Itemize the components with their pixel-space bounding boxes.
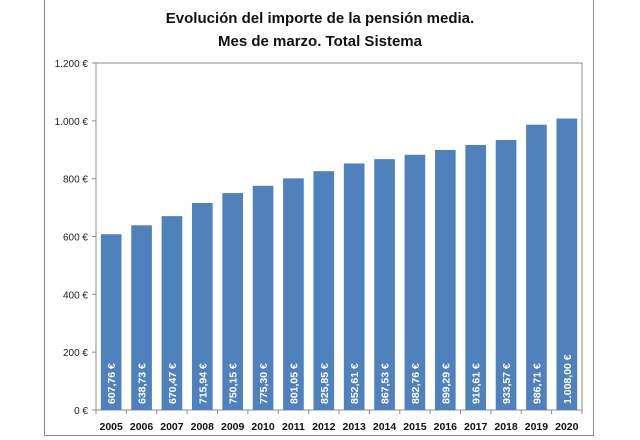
data-label: 882,76 € bbox=[410, 363, 422, 404]
bar-2010 bbox=[252, 185, 274, 410]
bar-2020 bbox=[556, 118, 578, 411]
data-label: 867,53 € bbox=[380, 363, 392, 404]
y-tick-label: 200 € bbox=[63, 348, 88, 359]
x-tick-label: 2008 bbox=[191, 421, 215, 433]
bar-2011 bbox=[283, 178, 304, 410]
data-label: 933,57 € bbox=[501, 363, 513, 404]
x-tick-label: 2020 bbox=[555, 421, 579, 433]
y-tick-label: 800 € bbox=[63, 175, 88, 186]
data-label: 715,94 € bbox=[197, 363, 209, 404]
x-tick-label: 2016 bbox=[434, 421, 458, 433]
bar-2012 bbox=[313, 171, 335, 410]
bar-2019 bbox=[526, 124, 547, 410]
x-tick-label: 2009 bbox=[221, 421, 245, 433]
x-tick-label: 2017 bbox=[464, 421, 488, 433]
bar-2016 bbox=[434, 149, 456, 410]
bar-2017 bbox=[465, 144, 487, 410]
x-tick-label: 2019 bbox=[525, 421, 549, 433]
data-label: 638,73 € bbox=[137, 363, 149, 404]
x-tick-label: 2005 bbox=[100, 421, 124, 433]
bar-2015 bbox=[404, 154, 426, 410]
data-label: 670,47 € bbox=[167, 363, 179, 404]
x-tick-label: 2011 bbox=[282, 421, 305, 433]
chart-title-line-1: Evolución del importe de la pensión medi… bbox=[165, 10, 475, 27]
bar-2009 bbox=[222, 193, 244, 410]
y-tick-label: 600 € bbox=[63, 233, 88, 244]
bar-2006 bbox=[131, 225, 152, 410]
data-label: 825,85 € bbox=[319, 363, 331, 404]
x-tick-label: 2018 bbox=[494, 421, 518, 433]
x-tick-label: 2013 bbox=[343, 421, 367, 433]
x-tick-label: 2007 bbox=[160, 421, 184, 433]
data-label: 986,71 € bbox=[531, 363, 543, 404]
data-label: 750,15 € bbox=[228, 363, 240, 404]
data-label: 801,05 € bbox=[288, 363, 300, 404]
data-label: 1.008,00 € bbox=[562, 354, 574, 404]
y-tick-label: 400 € bbox=[63, 290, 88, 301]
data-label: 899,29 € bbox=[440, 363, 452, 404]
x-tick-label: 2010 bbox=[251, 421, 275, 433]
x-tick-label: 2014 bbox=[373, 421, 397, 433]
data-label: 607,76 € bbox=[106, 363, 118, 404]
x-tick-label: 2012 bbox=[312, 421, 336, 433]
x-tick-label: 2006 bbox=[130, 421, 154, 433]
y-tick-label: 0 € bbox=[74, 406, 88, 417]
x-tick-label: 2015 bbox=[403, 421, 427, 433]
chart-frame bbox=[44, 0, 594, 436]
bar-2013 bbox=[343, 163, 365, 410]
chart-title-line-2: Mes de marzo. Total Sistema bbox=[218, 33, 422, 50]
data-label: 916,61 € bbox=[471, 363, 483, 404]
bar-2018 bbox=[495, 140, 517, 411]
bar-2014 bbox=[374, 159, 395, 410]
data-label: 775,30 € bbox=[258, 363, 270, 404]
bar-2008 bbox=[191, 202, 213, 410]
y-tick-label: 1.200 € bbox=[55, 59, 89, 70]
bar-2007 bbox=[161, 216, 183, 410]
bar-2005 bbox=[100, 234, 122, 410]
y-tick-label: 1.000 € bbox=[55, 117, 89, 128]
data-label: 852,61 € bbox=[349, 363, 361, 404]
